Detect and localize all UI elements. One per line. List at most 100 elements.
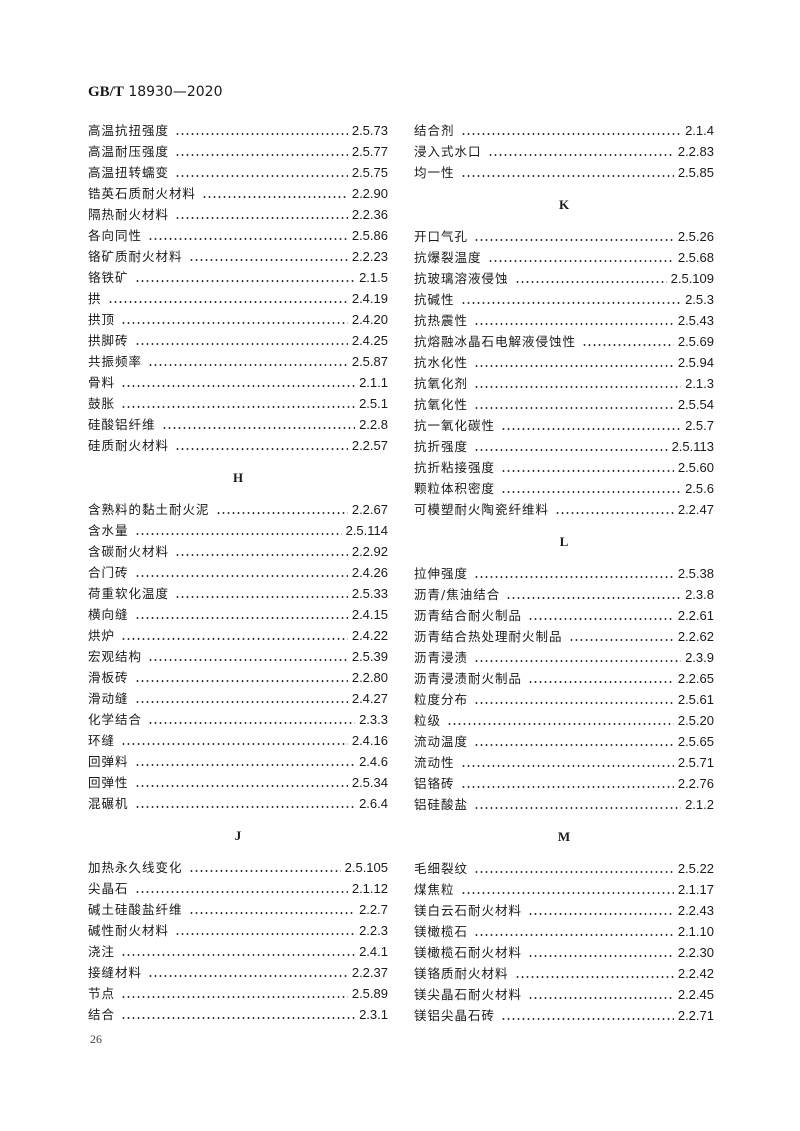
index-entry: 粒级 2.5.20 [414, 710, 714, 731]
index-entry: 横向缝 2.4.15 [88, 604, 388, 625]
index-term: 硅酸铝纤维 [88, 417, 156, 432]
index-entry: 抗爆裂温度 2.5.68 [414, 247, 714, 268]
index-term: 抗氧化剂 [414, 376, 469, 391]
index-entry: 烘炉 2.4.22 [88, 625, 388, 646]
index-term: 铝硅酸盐 [414, 797, 469, 812]
dot-leader [460, 892, 674, 894]
index-entry: 结合剂 2.1.4 [414, 120, 714, 141]
section-letter-heading: H [232, 469, 244, 485]
index-term: 鼓胀 [88, 396, 116, 411]
index-term: 颗粒体积密度 [414, 481, 496, 496]
standard-number: 18930—2020 [128, 84, 223, 100]
index-entry: 抗折粘接强度 2.5.60 [414, 457, 714, 478]
dot-leader [134, 680, 348, 682]
dot-leader [215, 512, 348, 514]
clause-number: 2.1.4 [685, 123, 714, 138]
index-entry: 滑动缝 2.4.27 [88, 688, 388, 709]
dot-leader [121, 406, 356, 408]
index-entry: 铬矿质耐火材料 2.2.23 [88, 246, 388, 267]
index-term: 浇注 [88, 944, 116, 959]
clause-number: 2.5.26 [677, 229, 714, 244]
index-entry: 结合 2.3.1 [88, 1004, 388, 1025]
dot-leader [134, 617, 348, 619]
clause-number: 2.5.77 [351, 144, 388, 159]
index-entry: 碱性耐火材料 2.2.3 [88, 920, 388, 941]
index-entry: 化学结合 2.3.3 [88, 709, 388, 730]
index-term: 滑板砖 [88, 670, 129, 685]
index-term: 拱顶 [88, 312, 116, 327]
dot-leader [474, 323, 674, 325]
index-entry: 铬铁矿 2.1.5 [88, 267, 388, 288]
clause-number: 2.5.6 [685, 481, 714, 496]
index-term: 含碳耐火材料 [88, 544, 170, 559]
clause-number: 2.4.22 [351, 628, 388, 643]
index-entry: 镁橄榄石 2.1.10 [414, 921, 714, 942]
section-letter-heading: K [558, 196, 570, 212]
index-term: 横向缝 [88, 607, 129, 622]
index-entry: 尖晶石 2.1.12 [88, 878, 388, 899]
index-entry: 抗氧化剂 2.1.3 [414, 373, 714, 394]
clause-number: 2.1.10 [677, 924, 714, 939]
clause-number: 2.5.65 [677, 734, 714, 749]
index-entry: 流动温度 2.5.65 [414, 731, 714, 752]
clause-number: 2.4.16 [351, 733, 388, 748]
index-entry: 合门砖 2.4.26 [88, 562, 388, 583]
index-entry: 高温抗扭强度 2.5.73 [88, 120, 388, 141]
index-term: 高温抗扭强度 [88, 123, 170, 138]
index-entry: 骨料 2.1.1 [88, 372, 388, 393]
dot-leader [460, 786, 674, 788]
index-column-left: 高温抗扭强度 2.5.73 高温耐压强度 2.5.77 高温扭转蠕变 2.5.75 锆英石质… [88, 120, 388, 1025]
index-entry: 滑板砖 2.2.80 [88, 667, 388, 688]
index-term: 沥青结合耐火制品 [414, 608, 523, 623]
dot-leader [134, 701, 348, 703]
dot-leader [555, 512, 674, 514]
index-term: 铝铬砖 [414, 776, 455, 791]
dot-leader [487, 260, 674, 262]
clause-number: 2.5.39 [351, 649, 388, 664]
index-term: 荷重软化温度 [88, 586, 170, 601]
clause-number: 2.5.43 [677, 313, 714, 328]
index-term: 骨料 [88, 375, 116, 390]
dot-leader [474, 934, 674, 936]
index-term: 抗玻璃溶液侵蚀 [414, 271, 509, 286]
index-column-right: 结合剂 2.1.4 浸入式水口 2.2.83 均一性 2.5.85 K 开口气孔 2.5.26 抗… [414, 120, 714, 1026]
clause-number: 2.5.89 [351, 986, 388, 1001]
dot-leader [460, 302, 682, 304]
clause-number: 2.2.42 [677, 966, 714, 981]
index-term: 粒度分布 [414, 692, 469, 707]
index-term: 流动性 [414, 755, 455, 770]
index-term: 含水量 [88, 523, 129, 538]
index-term: 宏观结构 [88, 649, 143, 664]
index-term: 高温扭转蠕变 [88, 165, 170, 180]
dot-leader [188, 259, 348, 261]
clause-number: 2.5.109 [670, 271, 714, 286]
index-term: 锆英石质耐火材料 [88, 186, 197, 201]
dot-leader [134, 806, 356, 808]
dot-leader [506, 597, 682, 599]
dot-leader [528, 618, 674, 620]
index-entry: 颗粒体积密度 2.5.6 [414, 478, 714, 499]
clause-number: 2.5.94 [677, 355, 714, 370]
clause-number: 2.2.37 [351, 965, 388, 980]
index-term: 拱 [88, 291, 102, 306]
clause-number: 2.5.113 [671, 439, 714, 454]
index-entry: 回弹料 2.4.6 [88, 751, 388, 772]
dot-leader [474, 386, 682, 388]
dot-leader [474, 744, 674, 746]
section-letter-heading: M [557, 828, 571, 844]
clause-number: 2.5.105 [344, 860, 388, 875]
clause-number: 2.2.80 [351, 670, 388, 685]
index-entry: 煤焦粒 2.1.17 [414, 879, 714, 900]
index-term: 拱脚砖 [88, 333, 129, 348]
index-entry: 浸入式水口 2.2.83 [414, 141, 714, 162]
clause-number: 2.2.36 [351, 207, 388, 222]
index-term: 沥青/焦油结合 [414, 587, 501, 602]
dot-leader [474, 807, 682, 809]
dot-leader [134, 785, 348, 787]
clause-number: 2.2.8 [359, 417, 388, 432]
index-term: 镁铬质耐火材料 [414, 966, 509, 981]
index-entry: 毛细裂纹 2.5.22 [414, 858, 714, 879]
index-entry: 铝硅酸盐 2.1.2 [414, 794, 714, 815]
clause-number: 2.2.45 [677, 987, 714, 1002]
clause-number: 2.5.87 [351, 354, 388, 369]
